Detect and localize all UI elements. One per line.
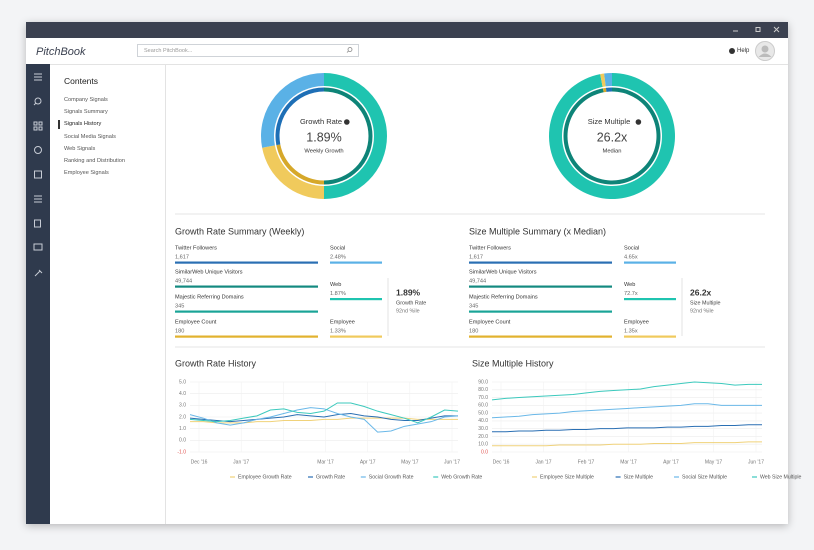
- tools-icon[interactable]: [34, 269, 43, 277]
- search-box[interactable]: Search PitchBook...: [137, 44, 359, 57]
- logo[interactable]: PitchBook: [36, 46, 86, 58]
- card-icon[interactable]: [33, 243, 43, 251]
- contents-item[interactable]: Employee Signals: [64, 170, 109, 177]
- search-nav-icon[interactable]: [33, 97, 42, 106]
- menu-icon[interactable]: [34, 73, 42, 81]
- contents-item[interactable]: Company Signals: [64, 97, 108, 103]
- help-link[interactable]: Help: [737, 48, 750, 54]
- sidebar: [26, 64, 50, 524]
- save-icon[interactable]: [34, 170, 42, 179]
- contents-item[interactable]: Signals History: [64, 121, 102, 128]
- contents-panel: Contents Company Signals Signals Summary S…: [50, 64, 166, 524]
- contents-item[interactable]: Web Signals: [64, 145, 96, 152]
- sidebar-icons: [33, 73, 43, 277]
- title-bar: [26, 22, 788, 38]
- close[interactable]: [773, 26, 780, 33]
- search-icon[interactable]: [346, 46, 354, 54]
- contents-title: Contents: [64, 76, 99, 86]
- contents-item[interactable]: Ranking and Distribution: [64, 158, 125, 164]
- list-icon[interactable]: [34, 195, 42, 203]
- app-window: PitchBook Search PitchBook... Help Conte…: [26, 22, 788, 524]
- contents-item[interactable]: Social Media Signals: [64, 133, 116, 140]
- help-icon[interactable]: [728, 47, 736, 55]
- contents-item[interactable]: Signals Summary: [64, 109, 108, 116]
- dashboard-icon[interactable]: [33, 121, 43, 131]
- window-controls: [733, 26, 780, 33]
- header: PitchBook Search PitchBook... Help: [26, 38, 788, 65]
- clock-icon[interactable]: [34, 146, 42, 154]
- active-indicator: [58, 120, 60, 130]
- copy-icon[interactable]: [34, 219, 41, 228]
- avatar[interactable]: [754, 40, 776, 62]
- maximize[interactable]: [755, 27, 761, 32]
